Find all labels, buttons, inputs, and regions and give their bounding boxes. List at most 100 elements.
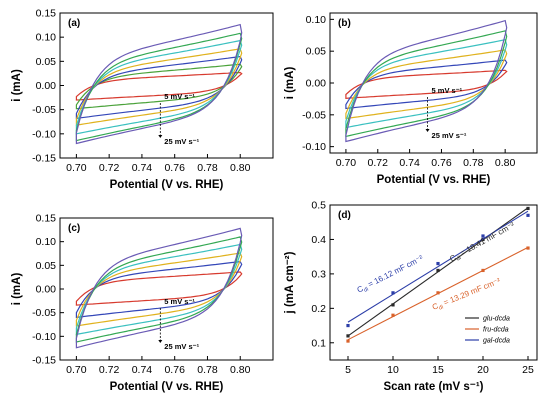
x-tick-label: 0.70 bbox=[336, 157, 357, 169]
panel-label: (a) bbox=[68, 18, 80, 29]
y-tick-label: 0.4 bbox=[311, 234, 326, 246]
data-point-fru-dcda bbox=[526, 246, 530, 250]
cv-curve-3 bbox=[75, 48, 243, 126]
cv-curve-5 bbox=[345, 19, 508, 143]
legend-label-fru-dcda: fru-dcda bbox=[483, 327, 509, 334]
x-tick-label: 0.72 bbox=[99, 162, 120, 174]
data-point-fru-dcda bbox=[346, 339, 350, 343]
panel-2: 0.70 0.72 0.74 0.76 0.78 0.80 -0.15 -0.10 -0.05 0… bbox=[11, 213, 274, 393]
y-tick-label: 0.5 bbox=[311, 200, 326, 212]
y-axis-label: i (mA) bbox=[284, 67, 296, 100]
x-tick-label: 0.80 bbox=[230, 162, 251, 174]
data-point-glu-dcda bbox=[436, 268, 440, 273]
y-axis-label: j (mA cm⁻²) bbox=[284, 251, 296, 314]
scan-rate-low-label: 5 mV s⁻¹ bbox=[164, 92, 195, 101]
cv-curve-6 bbox=[75, 23, 243, 145]
cv-curve-1 bbox=[345, 59, 508, 110]
data-point-gal-dcda bbox=[346, 323, 350, 328]
arrow-head bbox=[158, 340, 163, 343]
y-tick-label: 0.15 bbox=[36, 8, 57, 20]
y-tick-label: 0.00 bbox=[36, 284, 57, 296]
panel-label: (b) bbox=[338, 18, 351, 29]
data-point-glu-dcda bbox=[346, 334, 350, 338]
y-tick-label: 0.10 bbox=[36, 32, 57, 44]
x-tick-label: 25 bbox=[522, 364, 534, 376]
y-tick-label: -0.15 bbox=[32, 153, 56, 165]
panel-3: 5 10 15 20 25 0.1 0.2 0.3 0.4 0.5 Scan rate (mV s⁻… bbox=[284, 200, 538, 393]
arrow-head bbox=[158, 135, 163, 138]
cv-curve-0 bbox=[75, 71, 243, 101]
cv-curve-0 bbox=[345, 69, 508, 99]
y-tick-label: 0.15 bbox=[36, 213, 57, 225]
cv-curve-3 bbox=[75, 243, 243, 336]
x-tick-label: 0.78 bbox=[197, 162, 218, 174]
x-axis-label: Potential (V vs. RHE) bbox=[110, 381, 224, 393]
x-tick-label: 0.78 bbox=[197, 364, 218, 376]
x-tick-label: 0.72 bbox=[368, 157, 389, 169]
cv-curve-4 bbox=[75, 39, 243, 135]
legend-label-gal-dcda: gal-dcda bbox=[483, 338, 510, 345]
y-tick-label: 0.00 bbox=[36, 80, 57, 92]
y-tick-label: 0.00 bbox=[306, 78, 327, 90]
x-axis-label: Potential (V vs. RHE) bbox=[377, 174, 491, 186]
scan-rate-high-label: 25 mV s⁻¹ bbox=[164, 137, 199, 146]
arrow-head bbox=[425, 129, 430, 132]
panel-0: 0.70 0.72 0.74 0.76 0.78 0.80 -0.15 -0.10 -0.05 0… bbox=[11, 8, 274, 191]
x-tick-label: 0.80 bbox=[495, 157, 516, 169]
cv-curve-5 bbox=[75, 227, 243, 349]
legend-label-glu-dcda: glu-dcda bbox=[483, 316, 510, 323]
cv-curve-4 bbox=[75, 236, 243, 343]
data-point-fru-dcda bbox=[436, 291, 440, 295]
data-point-fru-dcda bbox=[481, 268, 485, 273]
x-tick-label: 15 bbox=[432, 364, 444, 376]
x-axis-label: Scan rate (mV s⁻¹) bbox=[383, 381, 483, 393]
scan-rate-low-label: 5 mV s⁻¹ bbox=[164, 297, 195, 306]
data-point-gal-dcda bbox=[391, 291, 395, 295]
y-tick-label: 0.05 bbox=[36, 260, 57, 272]
y-tick-label: 0.1 bbox=[311, 337, 326, 349]
y-tick-label: -0.15 bbox=[32, 355, 56, 367]
fit-line-gal-dcda bbox=[347, 210, 529, 323]
cv-curve-0 bbox=[75, 271, 243, 306]
x-tick-label: 0.76 bbox=[164, 162, 185, 174]
data-point-fru-dcda bbox=[391, 313, 395, 317]
y-tick-label: -0.10 bbox=[302, 141, 326, 153]
y-tick-label: 0.05 bbox=[36, 56, 57, 68]
y-tick-label: -0.10 bbox=[32, 331, 56, 343]
y-axis-label: i (mA) bbox=[11, 273, 23, 306]
cv-curve-2 bbox=[75, 55, 243, 120]
cv-curve-1 bbox=[75, 260, 243, 319]
x-tick-label: 5 bbox=[345, 364, 351, 376]
y-tick-label: 0.3 bbox=[311, 268, 326, 280]
scan-rate-low-label: 5 mV s⁻¹ bbox=[432, 86, 463, 95]
scan-rate-high-label: 25 mV s⁻¹ bbox=[164, 342, 199, 351]
y-tick-label: 0.10 bbox=[36, 236, 57, 248]
x-tick-label: 0.74 bbox=[399, 157, 420, 169]
x-tick-label: 0.74 bbox=[132, 364, 153, 376]
cv-curve-4 bbox=[345, 30, 508, 138]
x-tick-label: 0.76 bbox=[431, 157, 452, 169]
cdl-label-gal-dcda: Cdl = 16.12 mF cm⁻² bbox=[356, 253, 426, 296]
data-point-glu-dcda bbox=[391, 303, 395, 307]
x-tick-label: 0.78 bbox=[463, 157, 484, 169]
panel-1: 0.70 0.72 0.74 0.76 0.78 0.80 -0.10 -0.05 0.00 0.… bbox=[284, 12, 538, 186]
y-tick-label: 0.2 bbox=[311, 303, 326, 315]
x-axis-label: Potential (V vs. RHE) bbox=[110, 179, 224, 191]
x-tick-label: 0.72 bbox=[99, 364, 120, 376]
cdl-label-fru-dcda: Cdl = 13.29 mF cm⁻² bbox=[431, 276, 503, 314]
y-tick-label: 0.10 bbox=[306, 14, 327, 26]
data-point-glu-dcda bbox=[526, 206, 530, 211]
x-tick-label: 0.80 bbox=[230, 364, 251, 376]
y-tick-label: -0.05 bbox=[32, 307, 56, 319]
panel-label: (d) bbox=[338, 210, 351, 221]
plot-frame bbox=[329, 204, 538, 361]
y-tick-label: -0.05 bbox=[302, 109, 326, 121]
y-tick-label: -0.05 bbox=[32, 104, 56, 116]
x-tick-label: 0.70 bbox=[66, 364, 87, 376]
y-axis-label: i (mA) bbox=[11, 69, 23, 102]
panel-label: (c) bbox=[68, 223, 80, 234]
cv-curve-3 bbox=[345, 39, 508, 129]
cv-curve-1 bbox=[75, 63, 243, 110]
y-tick-label: 0.05 bbox=[306, 46, 327, 58]
